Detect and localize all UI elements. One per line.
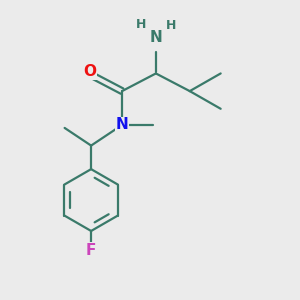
Text: O: O — [83, 64, 96, 80]
Text: H: H — [166, 19, 176, 32]
Text: F: F — [86, 243, 96, 258]
Text: H: H — [135, 18, 146, 32]
Text: N: N — [116, 118, 128, 133]
Text: N: N — [149, 30, 162, 45]
